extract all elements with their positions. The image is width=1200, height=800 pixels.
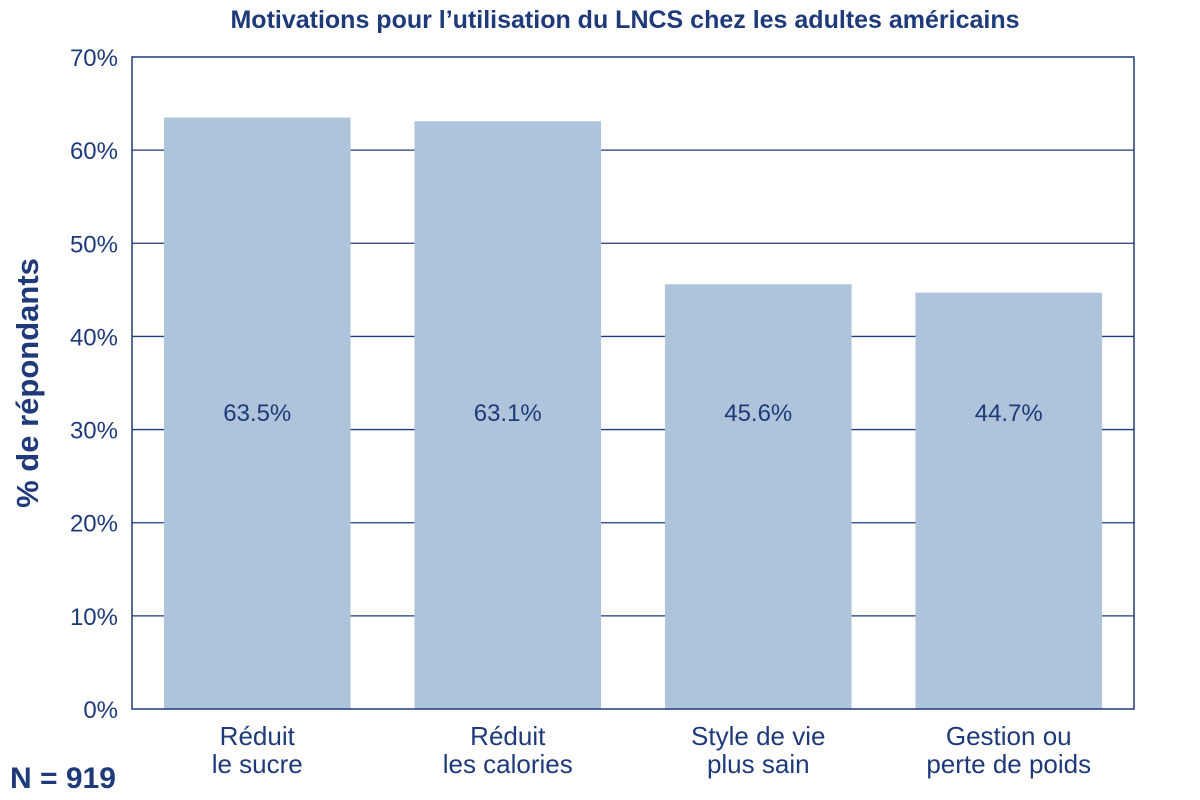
bar [163,117,351,710]
y-axis-ticks: 0% 10% 20% 30% 40% 50% 60% 70% [70,45,118,724]
bar [915,292,1103,709]
x-category-label: Style de vie [691,721,825,751]
bar-value-label: 45.6% [724,400,792,427]
x-category-label: plus sain [707,749,810,779]
x-category-label: le sucre [212,749,303,779]
bar-value-label: 63.5% [223,400,291,427]
bars: 63.5% 63.1% 45.6% 44.7% [163,117,1103,710]
y-tick-label: 20% [70,511,118,538]
x-category-label: Réduit [470,721,546,751]
bar [664,284,852,709]
chart-title: Motivations pour l’utilisation du LNCS c… [230,6,1019,34]
bar-value-label: 44.7% [975,400,1043,427]
x-category-label: Gestion ou [946,721,1072,751]
y-axis-label: % de répondants [10,258,45,508]
x-category-label: Réduit [220,721,296,751]
x-category-label: perte de poids [926,749,1091,779]
y-tick-label: 40% [70,324,118,351]
plot-frame [131,56,1135,710]
sample-size-note: N = 919 [10,762,116,795]
y-tick-label: 30% [70,418,118,445]
y-tick-label: 60% [70,138,118,165]
y-tick-label: 10% [70,604,118,631]
x-category-label: les calories [443,749,573,779]
y-tick-label: 0% [83,697,118,724]
y-tick-label: 70% [70,45,118,72]
bar [414,121,602,710]
y-tick-label: 50% [70,231,118,258]
bar-value-label: 63.1% [474,400,542,427]
